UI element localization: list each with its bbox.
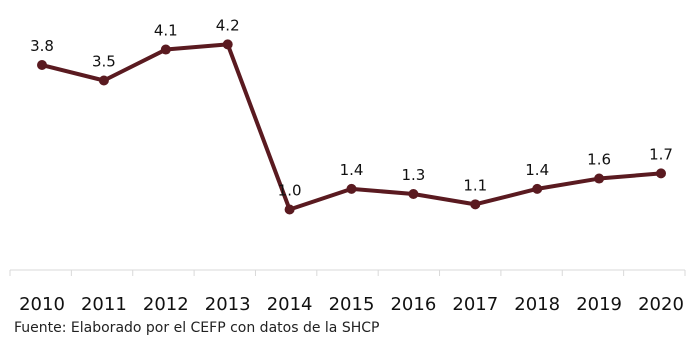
- data-point-2016: [408, 189, 419, 200]
- data-point-2015: [346, 183, 357, 194]
- x-tick-label-2010: 2010: [19, 294, 65, 315]
- data-point-2018: [532, 183, 543, 194]
- x-tick-labels: 2010 2011 2012 2013 2014 2015 2016 2017 2018 2019…: [19, 294, 684, 315]
- data-point-2017: [470, 199, 481, 210]
- x-tick-label-2013: 2013: [205, 294, 251, 315]
- data-label-2020: 1.7: [649, 145, 673, 163]
- data-point-2010: [37, 60, 47, 71]
- data-label-2014: 1.0: [278, 182, 302, 200]
- data-point-2012: [160, 44, 171, 55]
- x-tick-label-2017: 2017: [452, 294, 498, 315]
- data-label-2017: 1.1: [463, 176, 487, 194]
- data-point-2011: [98, 75, 109, 86]
- x-tick-label-2012: 2012: [143, 294, 189, 315]
- data-point-2013: [222, 39, 233, 50]
- data-point-2019: [594, 173, 605, 184]
- x-tick-label-2020: 2020: [638, 294, 684, 315]
- source-note: Fuente: Elaborado por el CEFP con datos …: [14, 320, 380, 336]
- data-label-2012: 4.1: [154, 22, 178, 40]
- data-point-2014: [284, 204, 295, 215]
- data-label-2010: 3.8: [30, 37, 54, 55]
- x-tick-label-2014: 2014: [267, 294, 313, 315]
- data-point-2020: [656, 168, 666, 179]
- x-axis-ticks: [9, 270, 686, 276]
- data-label-2011: 3.5: [92, 53, 116, 71]
- x-tick-label-2011: 2011: [81, 294, 127, 315]
- line-chart: 3.83.54.1 4.21.01.4 1.31.11.41.6 1.7 2010 20…: [9, 16, 686, 315]
- x-tick-label-2018: 2018: [514, 294, 560, 315]
- data-labels: 3.8 3.5 4.1 4.2 1.0 1.4 1.3 1.1 1.4 1.6 1.7: [30, 16, 673, 199]
- data-label-2016: 1.3: [401, 166, 425, 184]
- x-tick-label-2015: 2015: [329, 294, 375, 315]
- data-label-2015: 1.4: [340, 161, 364, 179]
- data-label-2018: 1.4: [525, 161, 549, 179]
- data-label-2019: 1.6: [587, 151, 611, 169]
- data-points: [37, 39, 666, 215]
- data-label-2013: 4.2: [216, 16, 240, 34]
- x-tick-label-2016: 2016: [390, 294, 436, 315]
- x-tick-label-2019: 2019: [576, 294, 622, 315]
